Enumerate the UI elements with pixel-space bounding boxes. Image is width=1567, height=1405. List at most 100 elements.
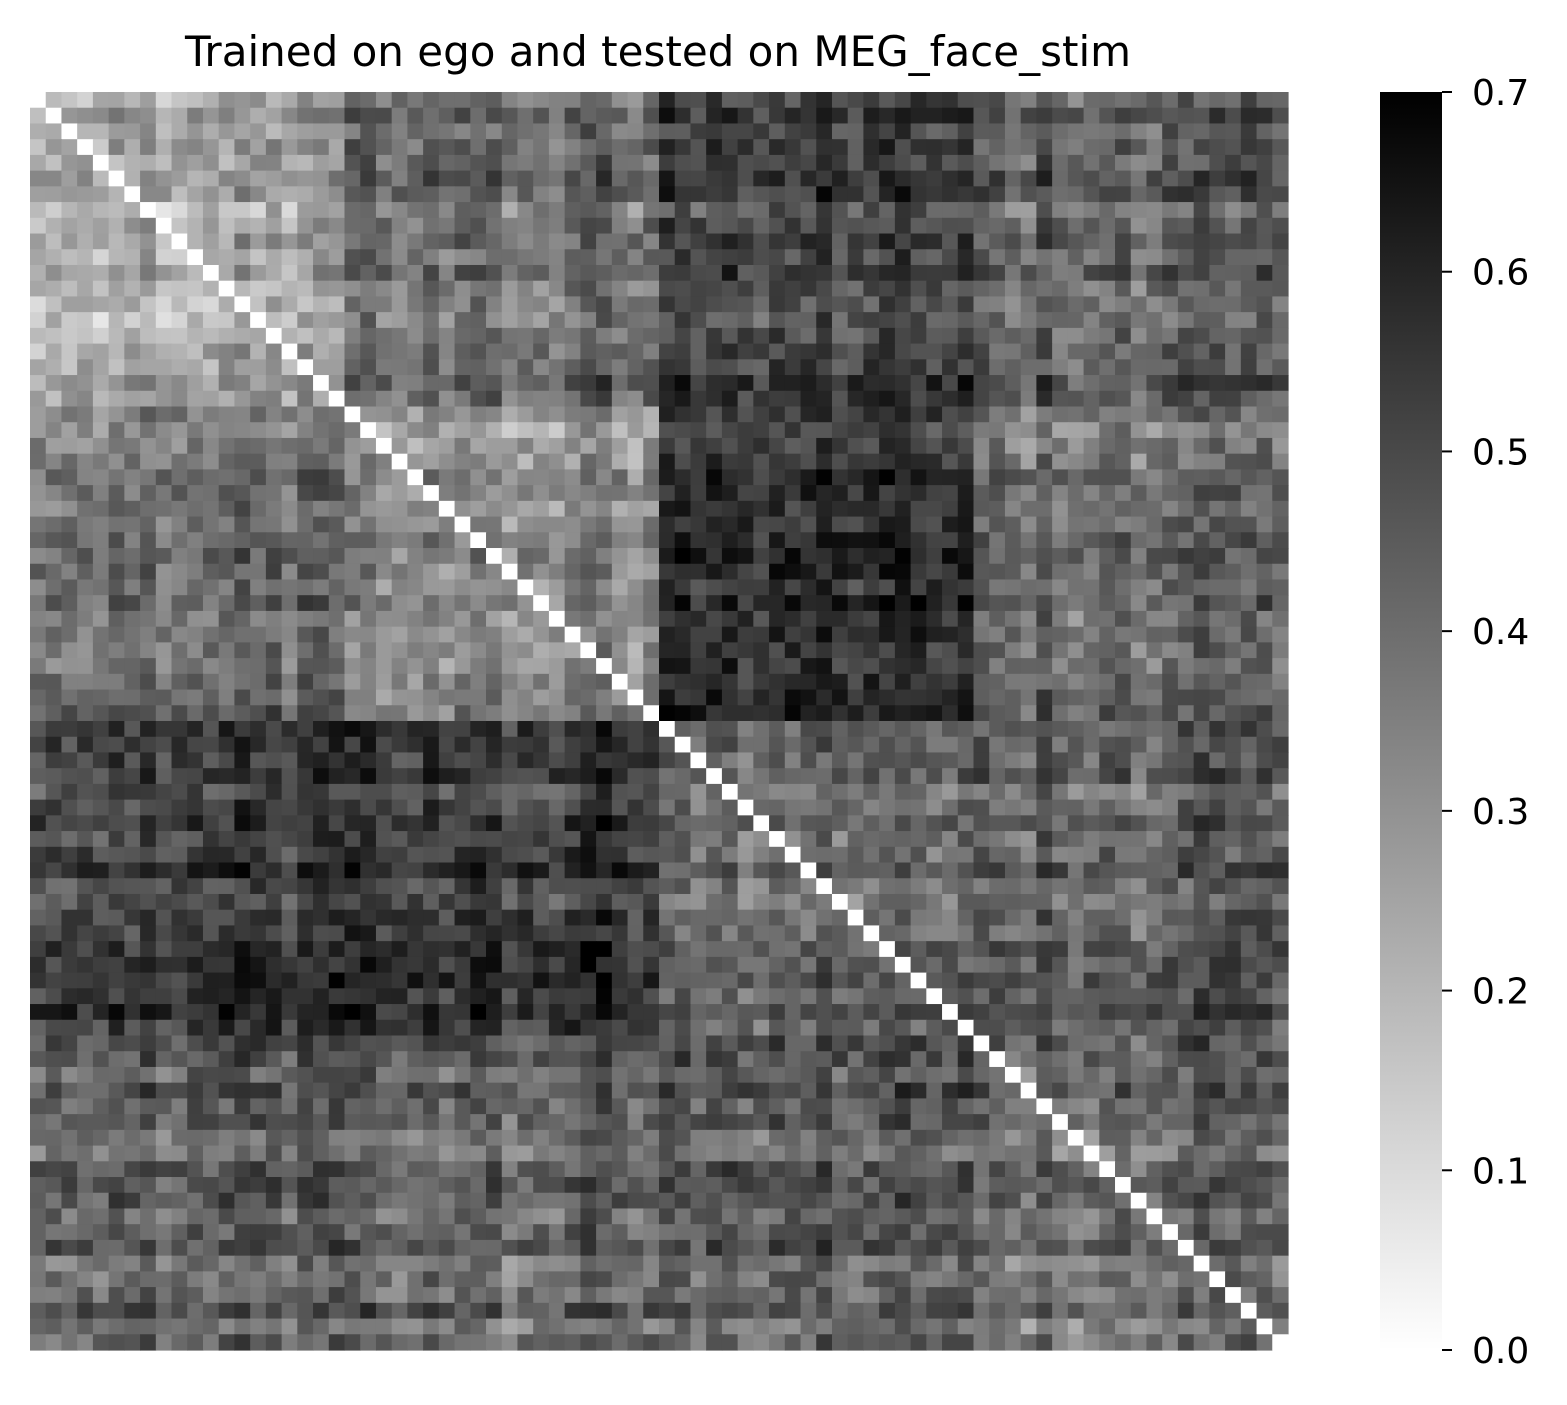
heatmap-cell (1162, 107, 1179, 125)
heatmap-cell (690, 1051, 707, 1068)
heatmap-cell (753, 705, 770, 722)
heatmap-cell (816, 925, 833, 942)
heatmap-cell (1099, 264, 1116, 282)
heatmap-cell (281, 375, 298, 392)
heatmap-cell (847, 516, 865, 533)
heatmap-cell (769, 862, 786, 879)
heatmap-cell (517, 312, 534, 329)
heatmap-cell (879, 249, 896, 266)
heatmap-cell (659, 1035, 676, 1052)
heatmap-cell (391, 327, 408, 345)
heatmap-cell (77, 375, 94, 392)
heatmap-cell (234, 658, 251, 675)
heatmap-cell (1115, 799, 1132, 816)
heatmap-cell (250, 92, 267, 109)
heatmap-cell (1225, 406, 1242, 423)
heatmap-cell (297, 375, 314, 392)
heatmap-cell (1225, 783, 1242, 801)
heatmap-cell (155, 972, 173, 989)
heatmap-cell (45, 548, 63, 565)
heatmap-cell (454, 736, 471, 754)
heatmap-cell (1020, 673, 1037, 691)
heatmap-cell (769, 453, 786, 470)
heatmap-cell (328, 359, 346, 376)
heatmap-cell (45, 563, 63, 581)
heatmap-cell (470, 768, 487, 785)
heatmap-cell (281, 658, 298, 675)
heatmap-cell (454, 327, 471, 345)
heatmap-cell (234, 217, 251, 235)
heatmap-cell (202, 846, 220, 864)
heatmap-cell (250, 626, 267, 643)
heatmap-cell (313, 437, 330, 455)
heatmap-cell (706, 312, 723, 329)
heatmap-cell (721, 170, 739, 187)
heatmap-cell (596, 202, 613, 219)
heatmap-cell (769, 280, 786, 298)
heatmap-cell (831, 783, 849, 801)
heatmap-cell (659, 375, 676, 392)
heatmap-cell (784, 327, 802, 345)
heatmap-cell (1209, 107, 1226, 125)
heatmap-cell (1099, 280, 1116, 298)
heatmap-cell (1272, 359, 1289, 376)
heatmap-cell (1036, 815, 1053, 832)
heatmap-cell (486, 217, 503, 235)
heatmap-cell (879, 485, 896, 502)
heatmap-cell (800, 327, 817, 345)
heatmap-cell (831, 862, 849, 879)
heatmap-cell (973, 186, 990, 203)
heatmap-cell (92, 673, 110, 691)
heatmap-cell (721, 846, 739, 864)
heatmap-cell (769, 925, 786, 942)
heatmap-cell (1193, 736, 1210, 754)
heatmap-cell (989, 831, 1006, 848)
heatmap-cell (265, 92, 283, 109)
heatmap-cell (234, 327, 251, 345)
heatmap-cell (1052, 673, 1069, 691)
heatmap-cell (879, 312, 896, 329)
heatmap-cell (1193, 233, 1210, 250)
heatmap-cell (1115, 721, 1132, 738)
heatmap-cell (171, 705, 188, 722)
heatmap-cell (580, 469, 597, 486)
heatmap-cell (1130, 532, 1148, 549)
heatmap-cell (517, 658, 534, 675)
heatmap-cell (611, 783, 629, 801)
heatmap-cell (501, 721, 519, 738)
heatmap-cell (1256, 941, 1273, 958)
heatmap-cell (721, 375, 739, 392)
heatmap-cell (470, 831, 487, 848)
heatmap-cell (187, 170, 204, 187)
heatmap-cell (769, 500, 786, 518)
heatmap-cell (942, 264, 959, 282)
heatmap-cell (297, 327, 314, 345)
heatmap-cell (737, 359, 754, 376)
heatmap-cell (1083, 390, 1100, 408)
heatmap-cell (234, 673, 251, 691)
heatmap-cell (596, 972, 613, 989)
heatmap-cell (108, 233, 125, 250)
heatmap-cell (769, 406, 786, 423)
heatmap-cell (643, 752, 660, 769)
heatmap-cell (942, 642, 959, 659)
heatmap-cell (800, 642, 817, 659)
heatmap-cell (1020, 610, 1037, 628)
heatmap-cell (611, 422, 629, 439)
heatmap-cell (1004, 233, 1022, 250)
heatmap-cell (486, 139, 503, 156)
heatmap-cell (344, 327, 361, 345)
heatmap-cell (989, 516, 1006, 533)
heatmap-cell (800, 752, 817, 769)
heatmap-cell (1115, 123, 1132, 140)
heatmap-cell (517, 296, 534, 313)
heatmap-cell (92, 406, 110, 423)
heatmap-cell (957, 312, 975, 329)
heatmap-cell (61, 264, 78, 282)
heatmap-cell (202, 941, 220, 958)
heatmap-cell (1177, 233, 1195, 250)
heatmap-cell (1177, 752, 1195, 769)
heatmap-cell (847, 579, 865, 596)
heatmap-cell (250, 264, 267, 282)
heatmap-cell (1240, 532, 1258, 549)
